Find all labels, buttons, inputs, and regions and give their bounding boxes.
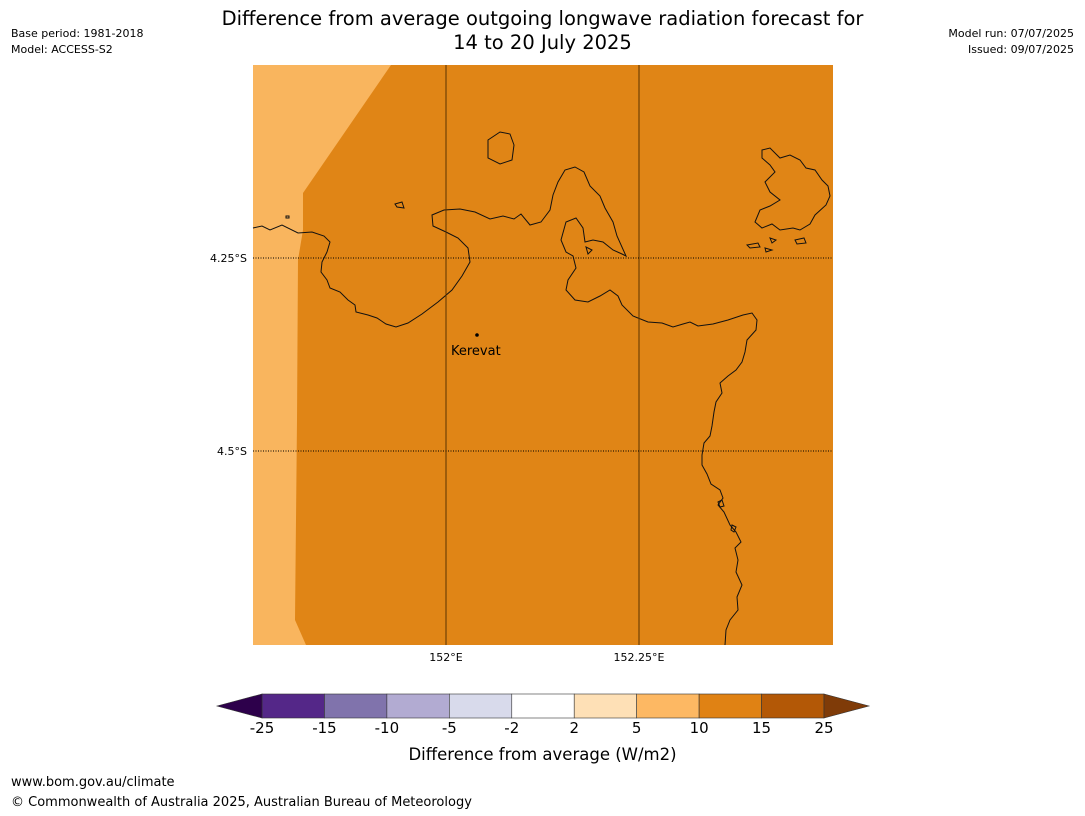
colorbar-tick-label: 25 xyxy=(814,719,834,737)
colorbar-tick-label: -25 xyxy=(249,719,275,737)
field-main xyxy=(253,65,833,645)
map: 152°E 152.25°E 4.25°S 4.5°S Kerevat xyxy=(210,65,833,664)
lon-tick-label: 152.25°E xyxy=(614,651,665,664)
colorbar-over-arrow xyxy=(823,693,871,719)
meta-right: Model run: 07/07/2025 Issued: 09/07/2025 xyxy=(948,26,1074,58)
colorbar-swatch xyxy=(511,693,575,719)
colorbar-tick-label: 5 xyxy=(631,719,642,737)
model-name: Model: ACCESS-S2 xyxy=(11,43,113,56)
colorbar-swatch xyxy=(573,693,637,719)
lon-tick-label: 152°E xyxy=(429,651,462,664)
colorbar-swatch xyxy=(449,693,513,719)
colorbar-tick-label: -15 xyxy=(312,719,337,737)
colorbar-swatch xyxy=(698,693,762,719)
colorbar-tick-label: -5 xyxy=(441,719,457,737)
city-marker xyxy=(475,333,479,337)
colorbar-swatch xyxy=(636,693,700,719)
colorbar xyxy=(215,693,871,719)
colorbar-swatch xyxy=(761,693,825,719)
meta-left: Base period: 1981-2018 Model: ACCESS-S2 xyxy=(11,26,143,58)
longitude-lines xyxy=(445,65,640,645)
colorbar-swatch xyxy=(324,693,388,719)
colorbar-tick-label: 2 xyxy=(569,719,579,737)
chart-title: Difference from average outgoing longwav… xyxy=(221,7,864,54)
latitude-lines xyxy=(253,257,833,452)
colorbar-tick-label: 10 xyxy=(689,719,709,737)
base-period: Base period: 1981-2018 xyxy=(11,27,144,40)
colorbar-swatch xyxy=(261,693,325,719)
issued-date: Issued: 09/07/2025 xyxy=(967,43,1074,56)
footer-copyright: © Commonwealth of Australia 2025, Austra… xyxy=(11,795,472,810)
colorbar-swatches xyxy=(261,693,825,719)
footer-url: www.bom.gov.au/climate xyxy=(11,775,175,790)
city-label: Kerevat xyxy=(451,344,501,359)
lat-tick-label: 4.25°S xyxy=(210,252,247,265)
model-run: Model run: 07/07/2025 xyxy=(948,27,1074,40)
colorbar-tick-label: -10 xyxy=(374,719,400,737)
colorbar-tick-label: 15 xyxy=(752,719,772,737)
colorbar-label: Difference from average (W/m2) xyxy=(408,745,677,764)
colorbar-under-arrow xyxy=(215,693,263,719)
lat-tick-label: 4.5°S xyxy=(217,445,247,458)
coastline xyxy=(252,131,831,646)
colorbar-tick-label: -2 xyxy=(504,719,520,737)
field-light xyxy=(253,65,391,645)
colorbar-swatch xyxy=(386,693,450,719)
